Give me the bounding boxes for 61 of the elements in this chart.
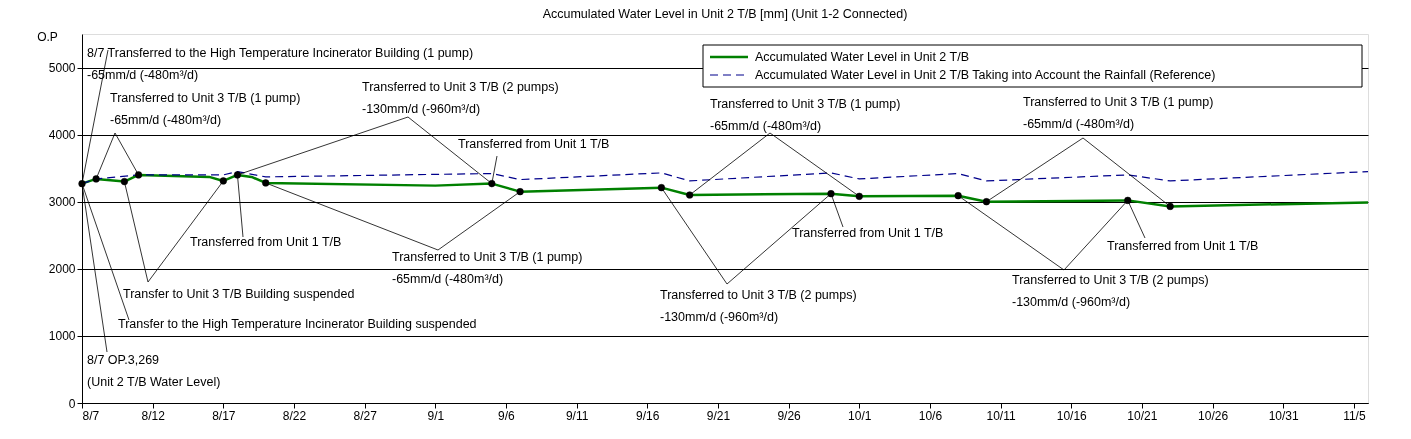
annotation: Transfer to the High Temperature Incinerator Building suspended bbox=[118, 317, 477, 331]
x-tick-label: 10/21 bbox=[1127, 408, 1158, 423]
x-tick-label: 9/16 bbox=[636, 408, 660, 423]
x-tick-label: 10/16 bbox=[1056, 408, 1088, 423]
x-tick-label: 10/26 bbox=[1198, 408, 1229, 423]
annotation: 8/7 Transferred to the High Temperature Incinerator Building (1 pump) -65mm/d (-480m³/d) bbox=[87, 46, 474, 82]
point bbox=[92, 175, 100, 183]
annotation: Transferred from Unit 1 T/B bbox=[792, 226, 944, 240]
annotation: Transferred to Unit 3 T/B (1 pump) -65mm/d (-480m³/d) bbox=[1023, 95, 1214, 131]
x-tick-label: 9/1 bbox=[427, 408, 445, 423]
x-tick-label: 11/5 bbox=[1343, 408, 1366, 423]
point bbox=[516, 188, 524, 196]
point bbox=[954, 192, 962, 200]
point bbox=[1124, 196, 1132, 204]
x-tick-label: 8/27 bbox=[353, 408, 378, 423]
x-tick-label: 10/6 bbox=[918, 408, 943, 423]
annotation: Transferred from Unit 1 T/B bbox=[1107, 239, 1259, 253]
point bbox=[120, 178, 128, 186]
x-tick-label: 10/31 bbox=[1268, 408, 1300, 423]
legend-label: Accumulated Water Level in Unit 2 T/B bbox=[755, 50, 969, 64]
annotation: 8/7 OP.3,269 (Unit 2 T/B Water Level) bbox=[87, 353, 221, 389]
y-tick-label: 2000 bbox=[48, 262, 76, 277]
y-tick-label: 1000 bbox=[48, 329, 76, 344]
x-tick-label: 9/21 bbox=[706, 408, 731, 423]
y-tick-label: 5000 bbox=[48, 61, 76, 76]
point bbox=[78, 180, 86, 188]
x-tick-label: 9/11 bbox=[565, 408, 589, 423]
x-tick-label: 9/26 bbox=[777, 408, 802, 423]
x-tick-label: 8/7 bbox=[82, 408, 100, 423]
annotation: Transferred to Unit 3 T/B (1 pump) -65mm/d (-480m³/d) bbox=[110, 91, 301, 127]
x-tick-label: 8/17 bbox=[212, 408, 236, 423]
x-tick-label: 8/12 bbox=[141, 408, 166, 423]
y-tick-label: 3000 bbox=[48, 195, 76, 210]
point bbox=[262, 179, 270, 187]
x-tick-label: 10/1 bbox=[848, 408, 872, 423]
y-tick-label: 0 bbox=[68, 396, 76, 411]
annotation: Transferred to Unit 3 T/B (1 pump) -65mm/d (-480m³/d) bbox=[392, 250, 583, 286]
point bbox=[855, 192, 863, 200]
point bbox=[134, 171, 143, 179]
point bbox=[686, 191, 694, 199]
y-tick-label: 4000 bbox=[48, 128, 76, 143]
annotation: Transferred to Unit 3 T/B (2 pumps) -130mm/d (-960m³/d) bbox=[1012, 273, 1209, 309]
point bbox=[233, 171, 242, 179]
x-tick-label: 8/22 bbox=[282, 408, 307, 423]
point bbox=[219, 177, 227, 185]
annotation: Transferred from Unit 1 T/B bbox=[190, 235, 342, 249]
annotation: Transferred from Unit 1 T/B bbox=[458, 137, 610, 151]
x-tick-label: 9/6 bbox=[498, 408, 516, 423]
point bbox=[1166, 202, 1174, 211]
annotation: Transfer to Unit 3 T/B Building suspended bbox=[123, 287, 355, 301]
legend-label: Accumulated Water Level in Unit 2 T/B Taking into Account the Rainfall (Reference) bbox=[755, 68, 1216, 82]
annotation: Transferred to Unit 3 T/B (2 pumps) -130mm/d (-960m³/d) bbox=[660, 288, 857, 324]
x-tick-label: 10/11 bbox=[986, 408, 1016, 423]
annotation: Transferred to Unit 3 T/B (2 pumps) -130mm/d (-960m³/d) bbox=[362, 80, 559, 116]
point bbox=[827, 190, 835, 198]
point bbox=[488, 180, 496, 188]
y-axis-title: O.P bbox=[37, 29, 58, 44]
point bbox=[982, 198, 991, 206]
point bbox=[657, 184, 666, 192]
chart-title: Accumulated Water Level in Unit 2 T/B [mm] (Unit 1-2 Connected) bbox=[542, 6, 908, 21]
annotation: Transferred to Unit 3 T/B (1 pump) -65mm/d (-480m³/d) bbox=[710, 97, 901, 133]
